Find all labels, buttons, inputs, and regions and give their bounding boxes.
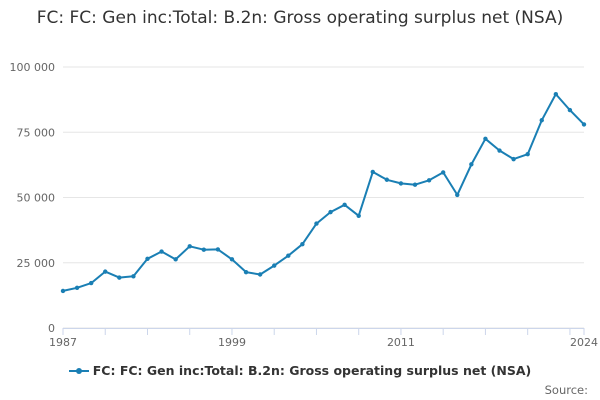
data-point xyxy=(187,244,192,249)
data-point xyxy=(229,257,235,262)
y-axis-ticks: 0 25 000 50 000 75 000 100 000 xyxy=(10,61,56,335)
data-point xyxy=(215,247,221,252)
y-tick-label: 100 000 xyxy=(10,61,56,74)
series-points xyxy=(60,91,587,294)
data-point xyxy=(257,272,263,277)
x-axis: 1987 1999 2011 2024 xyxy=(49,328,598,349)
data-point xyxy=(300,242,305,247)
data-point xyxy=(314,221,319,226)
data-point xyxy=(384,177,390,182)
data-point xyxy=(131,274,136,279)
data-point xyxy=(328,209,333,215)
data-point xyxy=(145,256,150,262)
y-tick-label: 0 xyxy=(48,322,55,335)
data-point xyxy=(243,269,249,275)
data-point xyxy=(539,118,544,123)
data-point xyxy=(581,122,587,127)
legend-swatch xyxy=(68,366,89,376)
data-point xyxy=(497,148,502,153)
series-line-path xyxy=(62,93,585,292)
data-point xyxy=(525,151,530,157)
data-point xyxy=(440,170,446,175)
data-point xyxy=(483,136,488,141)
x-tick-label: 2024 xyxy=(570,336,598,349)
x-tick-label: 2011 xyxy=(387,336,415,349)
data-point xyxy=(117,275,122,280)
data-point xyxy=(553,91,559,97)
data-point xyxy=(469,162,474,167)
data-point xyxy=(286,253,291,258)
x-tick-label: 1999 xyxy=(218,336,246,349)
data-point xyxy=(159,249,164,254)
data-point xyxy=(398,181,404,186)
source-label: Source: xyxy=(544,383,588,397)
data-point xyxy=(74,285,80,291)
data-point xyxy=(103,269,108,274)
y-tick-label: 50 000 xyxy=(17,192,56,205)
legend-label: FC: FC: Gen inc:Total: B.2n: Gross opera… xyxy=(92,363,532,378)
y-tick-label: 25 000 xyxy=(17,257,56,270)
gridlines xyxy=(63,66,584,329)
data-point xyxy=(60,288,66,294)
data-point xyxy=(511,156,516,162)
series-line xyxy=(62,93,585,292)
data-point xyxy=(272,263,277,268)
data-point xyxy=(426,178,432,183)
x-tick-label: 1987 xyxy=(49,336,77,349)
data-point xyxy=(342,202,347,208)
chart-title: FC: FC: Gen inc:Total: B.2n: Gross opera… xyxy=(36,8,564,28)
data-point xyxy=(88,280,94,286)
legend[interactable]: FC: FC: Gen inc:Total: B.2n: Gross opera… xyxy=(0,363,600,378)
data-point xyxy=(201,247,207,252)
data-point xyxy=(412,182,418,187)
data-point xyxy=(567,107,573,113)
y-tick-label: 75 000 xyxy=(17,126,56,139)
data-point xyxy=(455,192,460,198)
data-point xyxy=(356,213,361,218)
data-point xyxy=(173,257,178,262)
data-point xyxy=(370,169,375,175)
